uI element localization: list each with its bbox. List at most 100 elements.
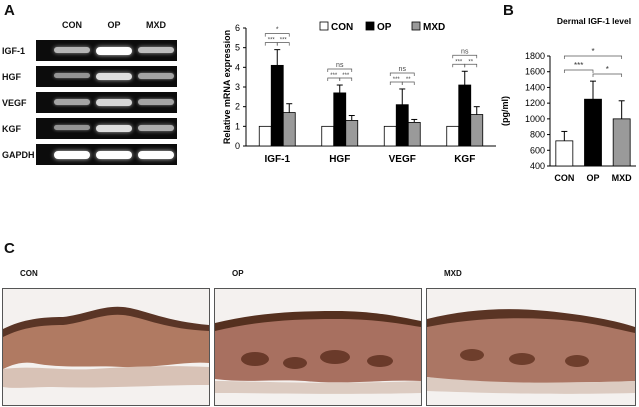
x-tick-label: OP — [586, 173, 599, 183]
gel-panel: CON OP MXD IGF-1 HGF VEGF KGF GAPDH — [0, 0, 200, 175]
y-tick-label: 400 — [530, 161, 545, 171]
gel-band — [96, 47, 132, 55]
significance-label: * — [276, 27, 279, 34]
bar — [458, 84, 472, 147]
significance-bracket — [563, 55, 623, 59]
gel-band — [96, 99, 132, 106]
y-tick-label: 0 — [235, 141, 240, 151]
skin-section-mxd — [427, 309, 635, 394]
significance-bracket — [401, 81, 415, 85]
histology-image-op — [214, 288, 422, 406]
gel-lane-label-op: OP — [107, 20, 121, 30]
legend-label: OP — [377, 22, 392, 33]
x-tick-label: KGF — [454, 154, 475, 165]
y-tick-label: 1 — [235, 121, 240, 131]
legend-swatch — [365, 21, 375, 31]
significance-bracket — [389, 72, 415, 76]
panel-a-letter: A — [4, 2, 15, 19]
y-tick-label: 1000 — [525, 114, 545, 124]
gel-band — [54, 99, 90, 105]
significance-bracket — [276, 42, 290, 46]
y-tick-label: 1800 — [525, 51, 545, 61]
gel-band — [138, 99, 174, 105]
y-tick-label: 3 — [235, 82, 240, 92]
gel-band — [96, 125, 132, 132]
gel-gene-label-vegf: VEGF — [2, 98, 27, 108]
bar — [446, 125, 460, 147]
bar — [270, 64, 284, 147]
gel-band — [138, 125, 174, 131]
gel-band — [138, 151, 174, 159]
significance-label: * — [606, 65, 609, 74]
x-tick-label: IGF-1 — [264, 154, 290, 165]
bar — [612, 118, 631, 167]
y-tick-label: 4 — [235, 62, 240, 72]
panel-c-letter: C — [4, 240, 15, 257]
bar — [333, 92, 347, 147]
gel-gene-label-igf1: IGF-1 — [2, 46, 26, 56]
skin-section-op — [215, 311, 421, 394]
y-axis-label: (pg/ml) — [500, 96, 510, 126]
chart-title: Dermal IGF-1 level — [557, 16, 631, 26]
bar — [383, 125, 397, 147]
gel-gene-label-gapdh: GAPDH — [2, 150, 35, 160]
significance-bracket — [264, 33, 290, 37]
y-tick-label: 5 — [235, 43, 240, 53]
significance-label: *** — [342, 73, 350, 79]
bar — [555, 140, 574, 167]
gel-band — [138, 47, 174, 53]
skin-section-con — [3, 306, 209, 388]
histology-label-con: CON — [20, 269, 38, 278]
histology-label-mxd: MXD — [444, 269, 462, 278]
bar — [407, 122, 421, 147]
gel-lane-label-mxd: MXD — [146, 20, 166, 30]
significance-label: * — [591, 47, 594, 56]
significance-bracket — [592, 73, 623, 77]
dermal-igf1-chart: Dermal IGF-1 level 400 600 800 1000 1200 1400 1… — [500, 16, 636, 183]
gel-gene-label-hgf: HGF — [2, 72, 21, 82]
y-tick-label: 1400 — [525, 82, 545, 92]
y-tick-label: 1600 — [525, 67, 545, 77]
gel-band — [96, 151, 132, 159]
bar — [321, 125, 335, 147]
gel-band — [54, 73, 90, 78]
legend-swatch — [319, 21, 329, 31]
x-tick-label: MXD — [612, 173, 633, 183]
bar — [345, 120, 359, 147]
significance-bracket — [464, 63, 478, 68]
histology-label-op: OP — [232, 269, 244, 278]
histology-image-mxd — [426, 288, 636, 406]
gel-band — [54, 151, 90, 159]
legend-label: CON — [331, 22, 353, 33]
y-tick-label: 800 — [530, 130, 545, 140]
significance-label: *** — [330, 73, 338, 79]
gel-lane-label-con: CON — [62, 20, 82, 30]
y-tick-label: 6 — [235, 23, 240, 33]
bar — [584, 98, 602, 167]
significance-label: *** — [455, 59, 463, 65]
gel-band — [96, 73, 132, 80]
y-tick-label: 2 — [235, 102, 240, 112]
bar — [395, 104, 409, 147]
significance-label: ns — [336, 62, 344, 69]
significance-bracket — [339, 77, 353, 82]
significance-label: *** — [393, 77, 401, 83]
gel-band — [54, 125, 90, 130]
x-tick-label: HGF — [329, 154, 350, 165]
significance-bracket — [452, 54, 478, 59]
significance-bracket — [563, 69, 594, 73]
significance-label: ** — [468, 59, 473, 65]
significance-label: *** — [574, 61, 583, 70]
x-tick-label: VEGF — [389, 154, 416, 165]
bar — [470, 114, 484, 147]
significance-label: ** — [406, 77, 411, 83]
legend-label: MXD — [423, 22, 445, 33]
bar — [282, 112, 296, 147]
significance-bracket — [327, 68, 353, 73]
y-tick-label: 600 — [530, 145, 545, 155]
bar — [258, 125, 272, 147]
gel-gene-label-kgf: KGF — [2, 124, 21, 134]
y-tick-label: 1200 — [525, 98, 545, 108]
x-tick-label: CON — [554, 173, 574, 183]
